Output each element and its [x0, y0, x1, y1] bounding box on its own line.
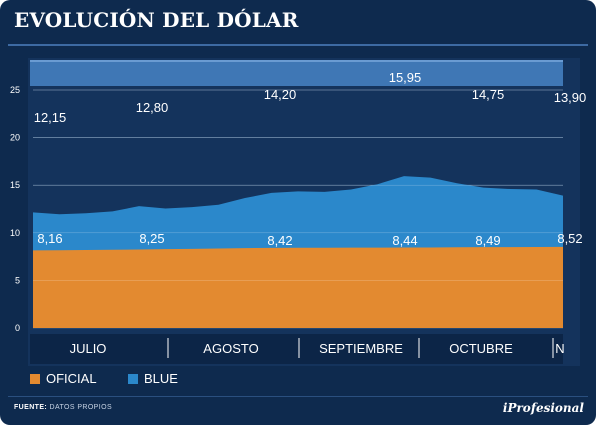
data-label-oficial: 8,49 [475, 233, 500, 248]
y-tick-label: 20 [10, 133, 20, 143]
top-band-layer [30, 60, 563, 86]
data-label-blue: 13,90 [554, 90, 587, 105]
y-tick-label: 15 [10, 180, 20, 190]
data-label-blue: 12,80 [136, 100, 169, 115]
data-label-blue: 14,75 [472, 87, 505, 102]
x-axis-strip [30, 334, 563, 364]
legend-item-oficial: OFICIAL [30, 371, 97, 386]
top-band [30, 60, 563, 86]
month-label: JULIO [70, 341, 107, 356]
legend-label-oficial: OFICIAL [46, 371, 97, 386]
y-tick-label: 10 [10, 228, 20, 238]
source-note: FUENTE: DATOS PROPIOS [14, 404, 112, 411]
area-layer [33, 89, 563, 328]
data-label-oficial: 8,25 [139, 231, 164, 246]
data-label-oficial: 8,52 [557, 231, 582, 246]
y-tick-label: 0 [15, 323, 20, 333]
month-label: OCTUBRE [449, 341, 513, 356]
y-tick-label: 5 [15, 275, 20, 285]
month-label: AGOSTO [203, 341, 258, 356]
month-label: SEPTIEMBRE [319, 341, 403, 356]
data-label-oficial: 8,44 [392, 233, 417, 248]
y-axis-ticks: 0 5 10 15 20 25 [10, 85, 20, 333]
data-label-blue: 15,95 [389, 70, 422, 85]
legend-swatch-blue [128, 373, 138, 384]
x-axis-months: JULIO AGOSTO SEPTIEMBRE OCTUBRE N [30, 334, 565, 364]
source-text: DATOS PROPIOS [49, 404, 113, 411]
data-label-blue: 12,15 [34, 110, 67, 125]
title-divider [8, 44, 588, 46]
y-tick-label: 25 [10, 85, 20, 95]
top-band-highlight [30, 60, 563, 62]
data-label-oficial: 8,16 [37, 231, 62, 246]
data-label-oficial: 8,42 [267, 233, 292, 248]
source-label: FUENTE: [14, 404, 48, 411]
data-labels: 12,15 12,80 14,20 15,95 14,75 13,90 8,16 8,25 8,… [34, 70, 587, 248]
data-label-blue: 14,20 [264, 87, 297, 102]
month-label: N [555, 341, 564, 356]
footer-divider [8, 396, 588, 397]
chart-title: EVOLUCIÓN DEL DÓLAR [14, 8, 299, 32]
legend-swatch-oficial [30, 373, 40, 384]
brand-logo: iProfesional [502, 401, 584, 415]
legend-label-blue: BLUE [144, 371, 178, 386]
legend-item-blue: BLUE [128, 371, 178, 386]
series-area-oficial [33, 246, 563, 328]
